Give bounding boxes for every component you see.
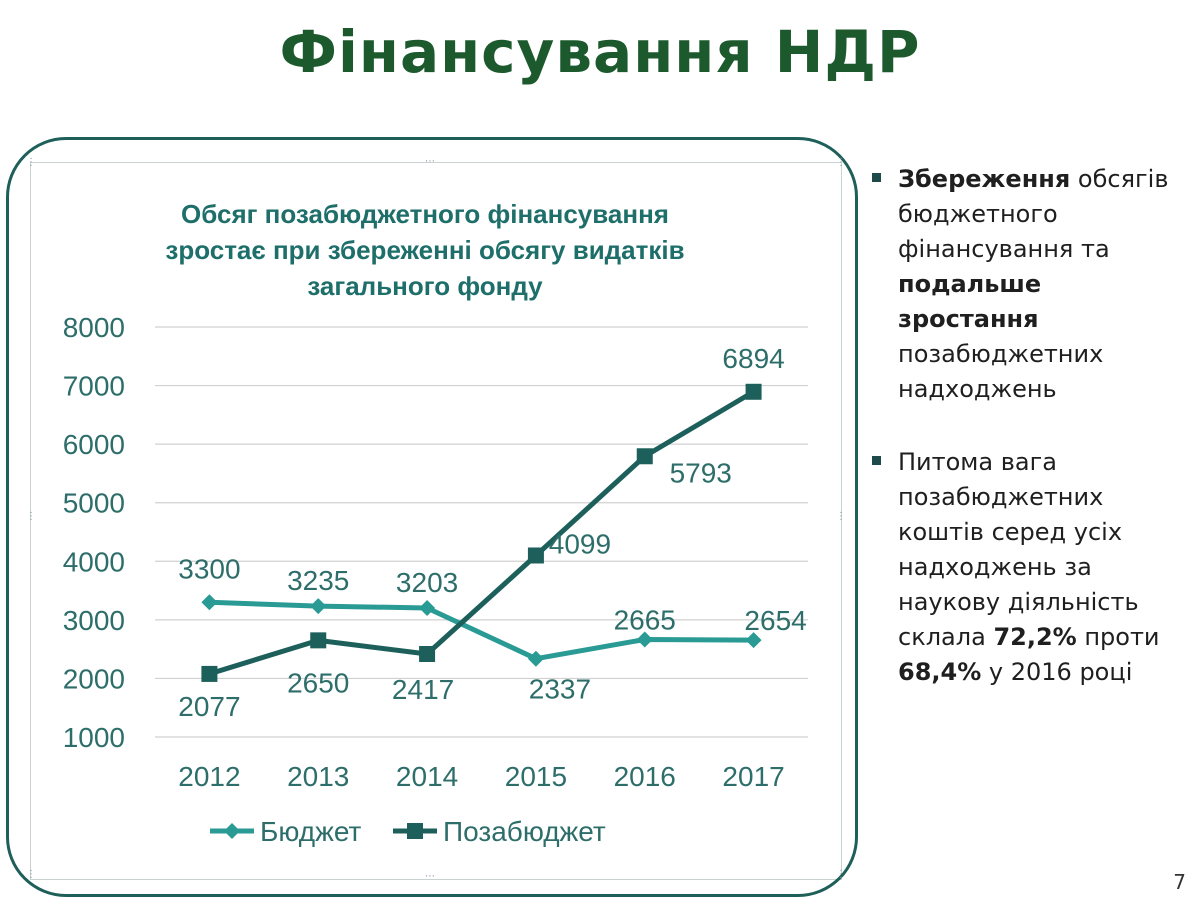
y-tick-label: 6000 <box>63 429 125 460</box>
x-tick-label: 2017 <box>722 761 784 792</box>
data-label: 2077 <box>178 691 240 722</box>
y-tick-label: 8000 <box>63 312 125 343</box>
line-chart: 1000 2000 3000 4000 5000 6000 7000 8000 2012 2013… <box>63 312 808 847</box>
data-point-diamond <box>636 631 653 648</box>
data-label: 2650 <box>287 667 349 698</box>
resize-handle-left[interactable]: ⋮ <box>26 511 36 522</box>
data-point-square <box>310 632 327 649</box>
data-label: 2665 <box>614 604 676 635</box>
data-label: 4099 <box>549 528 611 559</box>
note-text: проти <box>1084 623 1160 651</box>
series-line <box>209 599 754 662</box>
share-2017-value: 72,2% <box>993 623 1077 651</box>
note-text: Питома вага позабюджетних коштів серед у… <box>898 448 1139 651</box>
chart-selection-frame <box>30 162 842 880</box>
resize-handle-top-right[interactable]: ⋮ <box>836 157 846 168</box>
note-preservation: Збереження обсягів бюджетного фінансуван… <box>868 162 1188 407</box>
data-point-diamond <box>310 598 327 615</box>
data-point-square <box>419 646 436 663</box>
x-tick-label: 2016 <box>614 761 676 792</box>
y-tick-label: 4000 <box>63 546 125 577</box>
x-tick-label: 2012 <box>178 761 240 792</box>
y-tick-label: 1000 <box>63 722 125 753</box>
x-tick-label: 2013 <box>287 761 349 792</box>
bullet-square-icon <box>872 173 881 182</box>
resize-handle-top-left[interactable]: ⋮ <box>26 157 36 168</box>
legend-label: Бюджет <box>260 816 361 847</box>
data-point-square <box>636 448 653 465</box>
legend-label: Позабюджет <box>443 816 606 847</box>
data-label: 5793 <box>670 457 732 488</box>
data-point-square <box>527 547 544 564</box>
resize-handle-bottom-right[interactable]: ⋮ <box>836 869 846 880</box>
slide-title: Фінансування НДР <box>279 18 921 86</box>
note-text: обсягів бюджетного фінансування та <box>898 165 1169 263</box>
chart-title-line: загального фонду <box>307 271 543 301</box>
data-point-square <box>745 383 762 400</box>
chart-rounded-border <box>6 137 858 897</box>
data-label: 2417 <box>392 674 454 705</box>
data-label: 3235 <box>287 565 349 596</box>
y-tick-label: 7000 <box>63 371 125 402</box>
legend-marker-diamond <box>224 823 240 839</box>
chart-title: Обсяг позабюджетного фінансування зроста… <box>100 196 750 304</box>
chart-title-line: зростає при збереженні обсягу видатків <box>165 235 685 265</box>
x-tick-label: 2015 <box>505 761 567 792</box>
data-point-square <box>201 665 218 682</box>
note-share: Питома вага позабюджетних коштів серед у… <box>868 445 1188 690</box>
share-2016-value: 68,4% <box>898 658 982 686</box>
y-tick-label: 5000 <box>63 488 125 519</box>
resize-handle-bottom-left[interactable]: ⋮ <box>26 869 36 880</box>
series-line <box>208 389 755 677</box>
page-number: 7 <box>1173 870 1186 894</box>
data-label: 3300 <box>178 553 240 584</box>
resize-handle-bottom[interactable]: ⋯ <box>425 871 435 882</box>
y-tick-label: 2000 <box>63 663 125 694</box>
note-text: у 2016 році <box>988 658 1133 686</box>
x-tick-label: 2014 <box>396 761 458 792</box>
notes-panel: Збереження обсягів бюджетного фінансуван… <box>868 162 1188 690</box>
resize-handle-right[interactable]: ⋮ <box>836 511 846 522</box>
legend-marker-square <box>407 823 423 839</box>
data-point-diamond <box>745 632 762 649</box>
y-tick-label: 3000 <box>63 605 125 636</box>
data-label: 2337 <box>529 674 591 705</box>
data-point-diamond <box>419 599 436 616</box>
resize-handle-top[interactable]: ⋯ <box>425 156 435 167</box>
data-label: 6894 <box>722 343 784 374</box>
data-point-diamond <box>201 594 218 611</box>
data-label: 2654 <box>744 605 806 636</box>
chart-title-line: Обсяг позабюджетного фінансування <box>181 199 669 229</box>
note-text-bold: Збереження <box>898 165 1071 193</box>
note-text-bold: подальше зростання <box>898 270 1042 333</box>
note-text: позабюджетних надходжень <box>898 340 1104 403</box>
data-label: 3203 <box>396 567 458 598</box>
bullet-square-icon <box>872 456 881 465</box>
data-point-diamond <box>527 650 544 667</box>
